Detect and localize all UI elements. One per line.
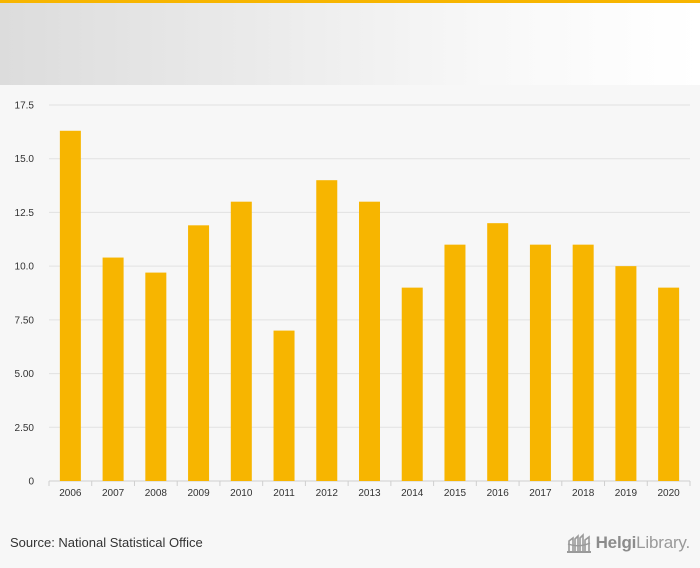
source-note: Source: National Statistical Office (10, 535, 203, 550)
y-tick-label: 7.50 (15, 315, 35, 326)
y-tick-label: 17.5 (15, 101, 35, 112)
x-tick-label: 2009 (187, 488, 210, 499)
x-tick-label: 2007 (102, 488, 125, 499)
bar (188, 225, 210, 481)
x-tick-label: 2008 (145, 488, 168, 499)
top-accent-bar (0, 0, 700, 3)
bar (529, 244, 551, 481)
bar (572, 244, 594, 481)
y-tick-label: 5.00 (15, 369, 35, 380)
y-tick-label: 12.5 (15, 208, 35, 219)
y-tick-label: 15.0 (15, 154, 35, 165)
x-tick-label: 2018 (572, 488, 595, 499)
x-tick-label: 2020 (658, 488, 681, 499)
brand-name: HelgiLibrary. (595, 533, 691, 552)
bar (230, 201, 252, 481)
x-tick-label: 2017 (529, 488, 552, 499)
bar-chart: 0 2.50 5.00 7.50 10.0 12.5 15.0 17.5 2006 2007 200… (15, 101, 691, 499)
header-band (0, 3, 700, 85)
bar (359, 201, 380, 481)
bar (145, 272, 167, 481)
y-tick-label: 10.0 (15, 262, 35, 273)
y-tick-label: 2.50 (15, 423, 35, 434)
x-tick-label: 2013 (358, 488, 381, 499)
x-tick-label: 2012 (316, 488, 339, 499)
y-tick-label: 0 (28, 477, 34, 488)
bar (615, 266, 637, 481)
bar (59, 130, 81, 482)
bar (444, 244, 466, 481)
x-tick-label: 2019 (615, 488, 638, 499)
bar (658, 287, 680, 481)
bar (316, 180, 338, 481)
x-tick-label: 2015 (444, 488, 467, 499)
bar (401, 287, 423, 481)
x-tick-label: 2011 (273, 488, 295, 499)
brand-logo[interactable]: HelgiLibrary. (566, 530, 690, 556)
x-tick-label: 2016 (487, 488, 510, 499)
bar (102, 257, 124, 481)
helgi-library-icon (566, 533, 591, 553)
bar (273, 330, 295, 481)
x-tick-label: 2010 (230, 488, 253, 499)
x-tick-label: 2006 (59, 488, 82, 499)
x-tick-label: 2014 (401, 488, 424, 499)
bar (487, 223, 509, 481)
